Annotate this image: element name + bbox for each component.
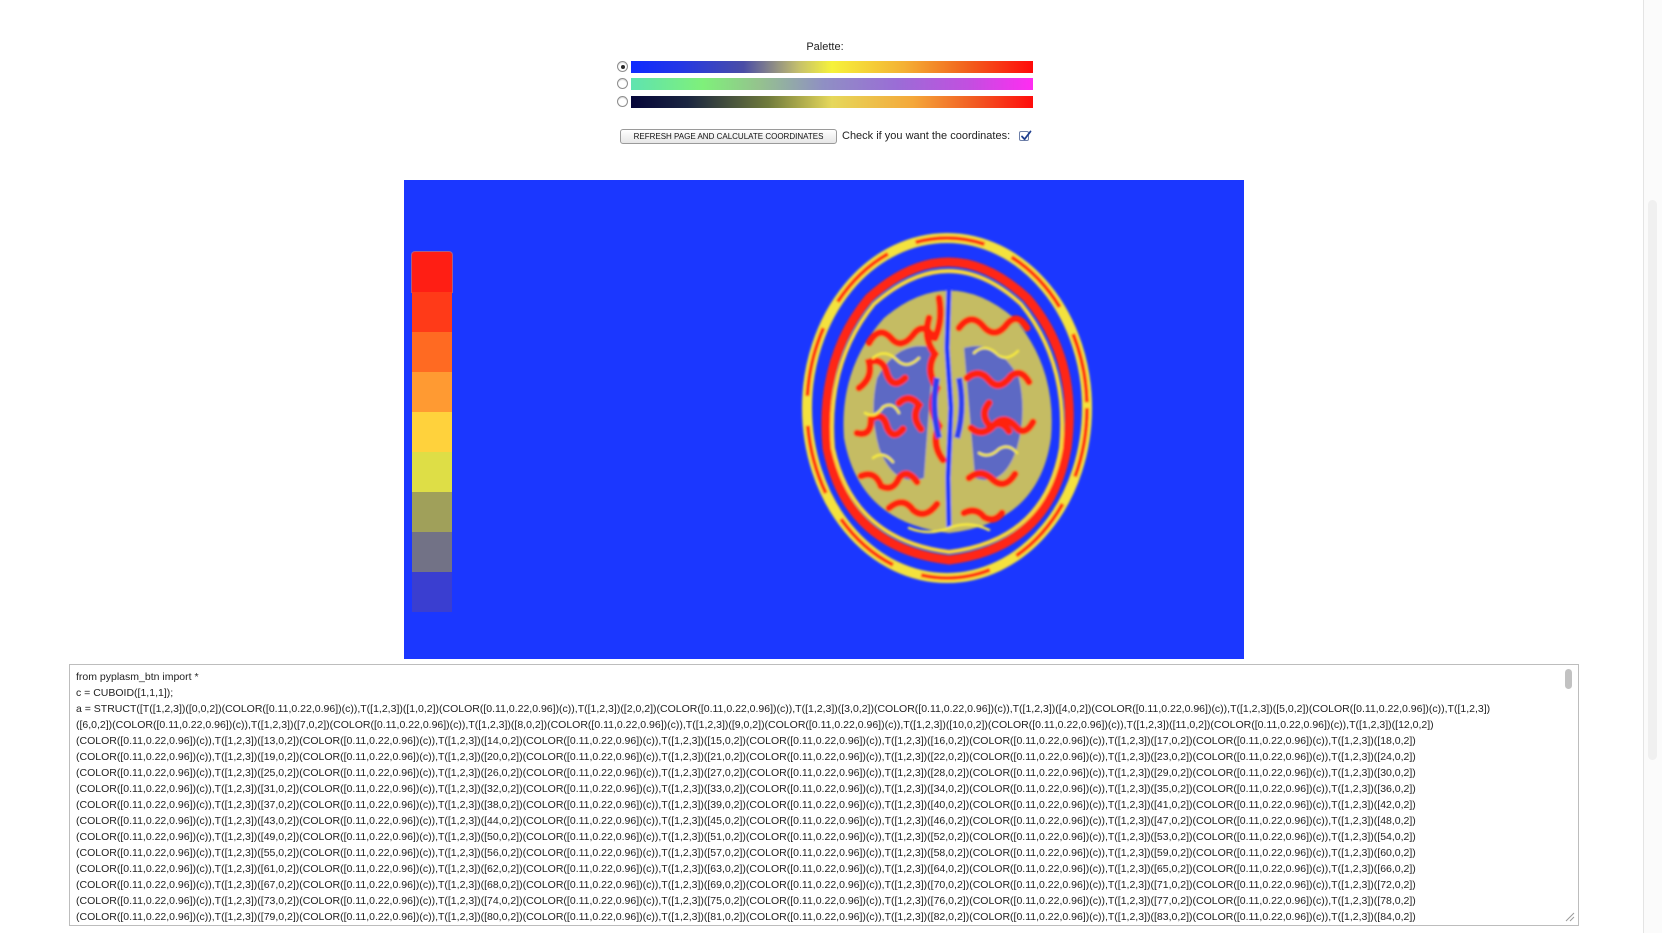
checkmark-icon — [1021, 130, 1032, 141]
render-viewport[interactable] — [404, 180, 1244, 659]
palette-radio-3[interactable] — [617, 96, 628, 107]
code-line: (COLOR([0.11,0.22,0.96])(c)),T([1,2,3])(… — [76, 831, 1416, 843]
code-line: (COLOR([0.11,0.22,0.96])(c)),T([1,2,3])(… — [76, 895, 1416, 907]
legend-step — [412, 572, 452, 612]
brain-scan-image — [802, 233, 1092, 583]
palette-swatch-2[interactable] — [631, 78, 1033, 90]
code-line: (COLOR([0.11,0.22,0.96])(c)),T([1,2,3])(… — [76, 735, 1416, 747]
palette-swatch-1[interactable] — [631, 61, 1033, 73]
code-line: (COLOR([0.11,0.22,0.96])(c)),T([1,2,3])(… — [76, 911, 1416, 923]
palette-swatch-3[interactable] — [631, 96, 1033, 108]
page-scrollbar-thumb[interactable] — [1648, 200, 1657, 760]
legend-step — [412, 412, 452, 452]
legend-step — [412, 532, 452, 572]
color-scale-legend — [412, 252, 452, 612]
code-line: c = CUBOID([1,1,1]); — [76, 687, 174, 699]
code-line: (COLOR([0.11,0.22,0.96])(c)),T([1,2,3])(… — [76, 799, 1416, 811]
code-line: (COLOR([0.11,0.22,0.96])(c)),T([1,2,3])(… — [76, 767, 1416, 779]
palette-title: Palette: — [806, 41, 844, 53]
legend-step — [412, 332, 452, 372]
code-line: (COLOR([0.11,0.22,0.96])(c)),T([1,2,3])(… — [76, 751, 1416, 763]
palette-radio-1[interactable] — [617, 61, 628, 72]
legend-step — [412, 372, 452, 412]
code-line: (COLOR([0.11,0.22,0.96])(c)),T([1,2,3])(… — [76, 815, 1416, 827]
code-line: a = STRUCT([T([1,2,3])([0,0,2])(COLOR([0… — [76, 703, 1491, 715]
code-textarea[interactable]: from pyplasm_btn import * c = CUBOID([1,1… — [69, 664, 1579, 926]
legend-step — [412, 452, 452, 492]
palette-radio-2[interactable] — [617, 78, 628, 89]
code-scrollbar[interactable] — [1562, 667, 1576, 923]
coordinates-checkbox[interactable] — [1019, 130, 1032, 141]
page-scrollbar[interactable] — [1643, 0, 1662, 933]
code-line: (COLOR([0.11,0.22,0.96])(c)),T([1,2,3])(… — [76, 863, 1416, 875]
refresh-calculate-button[interactable]: REFRESH PAGE AND CALCULATE COORDINATES — [620, 129, 837, 144]
code-line: (COLOR([0.11,0.22,0.96])(c)),T([1,2,3])(… — [76, 847, 1416, 859]
code-scrollbar-thumb[interactable] — [1565, 669, 1572, 689]
legend-step — [412, 492, 452, 532]
code-line: ([6,0,2])(COLOR([0.11,0.22,0.96])(c)),T(… — [76, 719, 1434, 731]
resize-grip-icon[interactable] — [1565, 912, 1575, 922]
code-content: from pyplasm_btn import * c = CUBOID([1,1… — [76, 669, 1546, 925]
coordinates-checkbox-label: Check if you want the coordinates: — [842, 130, 1011, 142]
code-line: (COLOR([0.11,0.22,0.96])(c)),T([1,2,3])(… — [76, 783, 1416, 795]
legend-step — [412, 252, 452, 292]
code-line: (COLOR([0.11,0.22,0.96])(c)),T([1,2,3])(… — [76, 879, 1416, 891]
code-line: from pyplasm_btn import * — [76, 671, 199, 683]
legend-step — [412, 292, 452, 332]
